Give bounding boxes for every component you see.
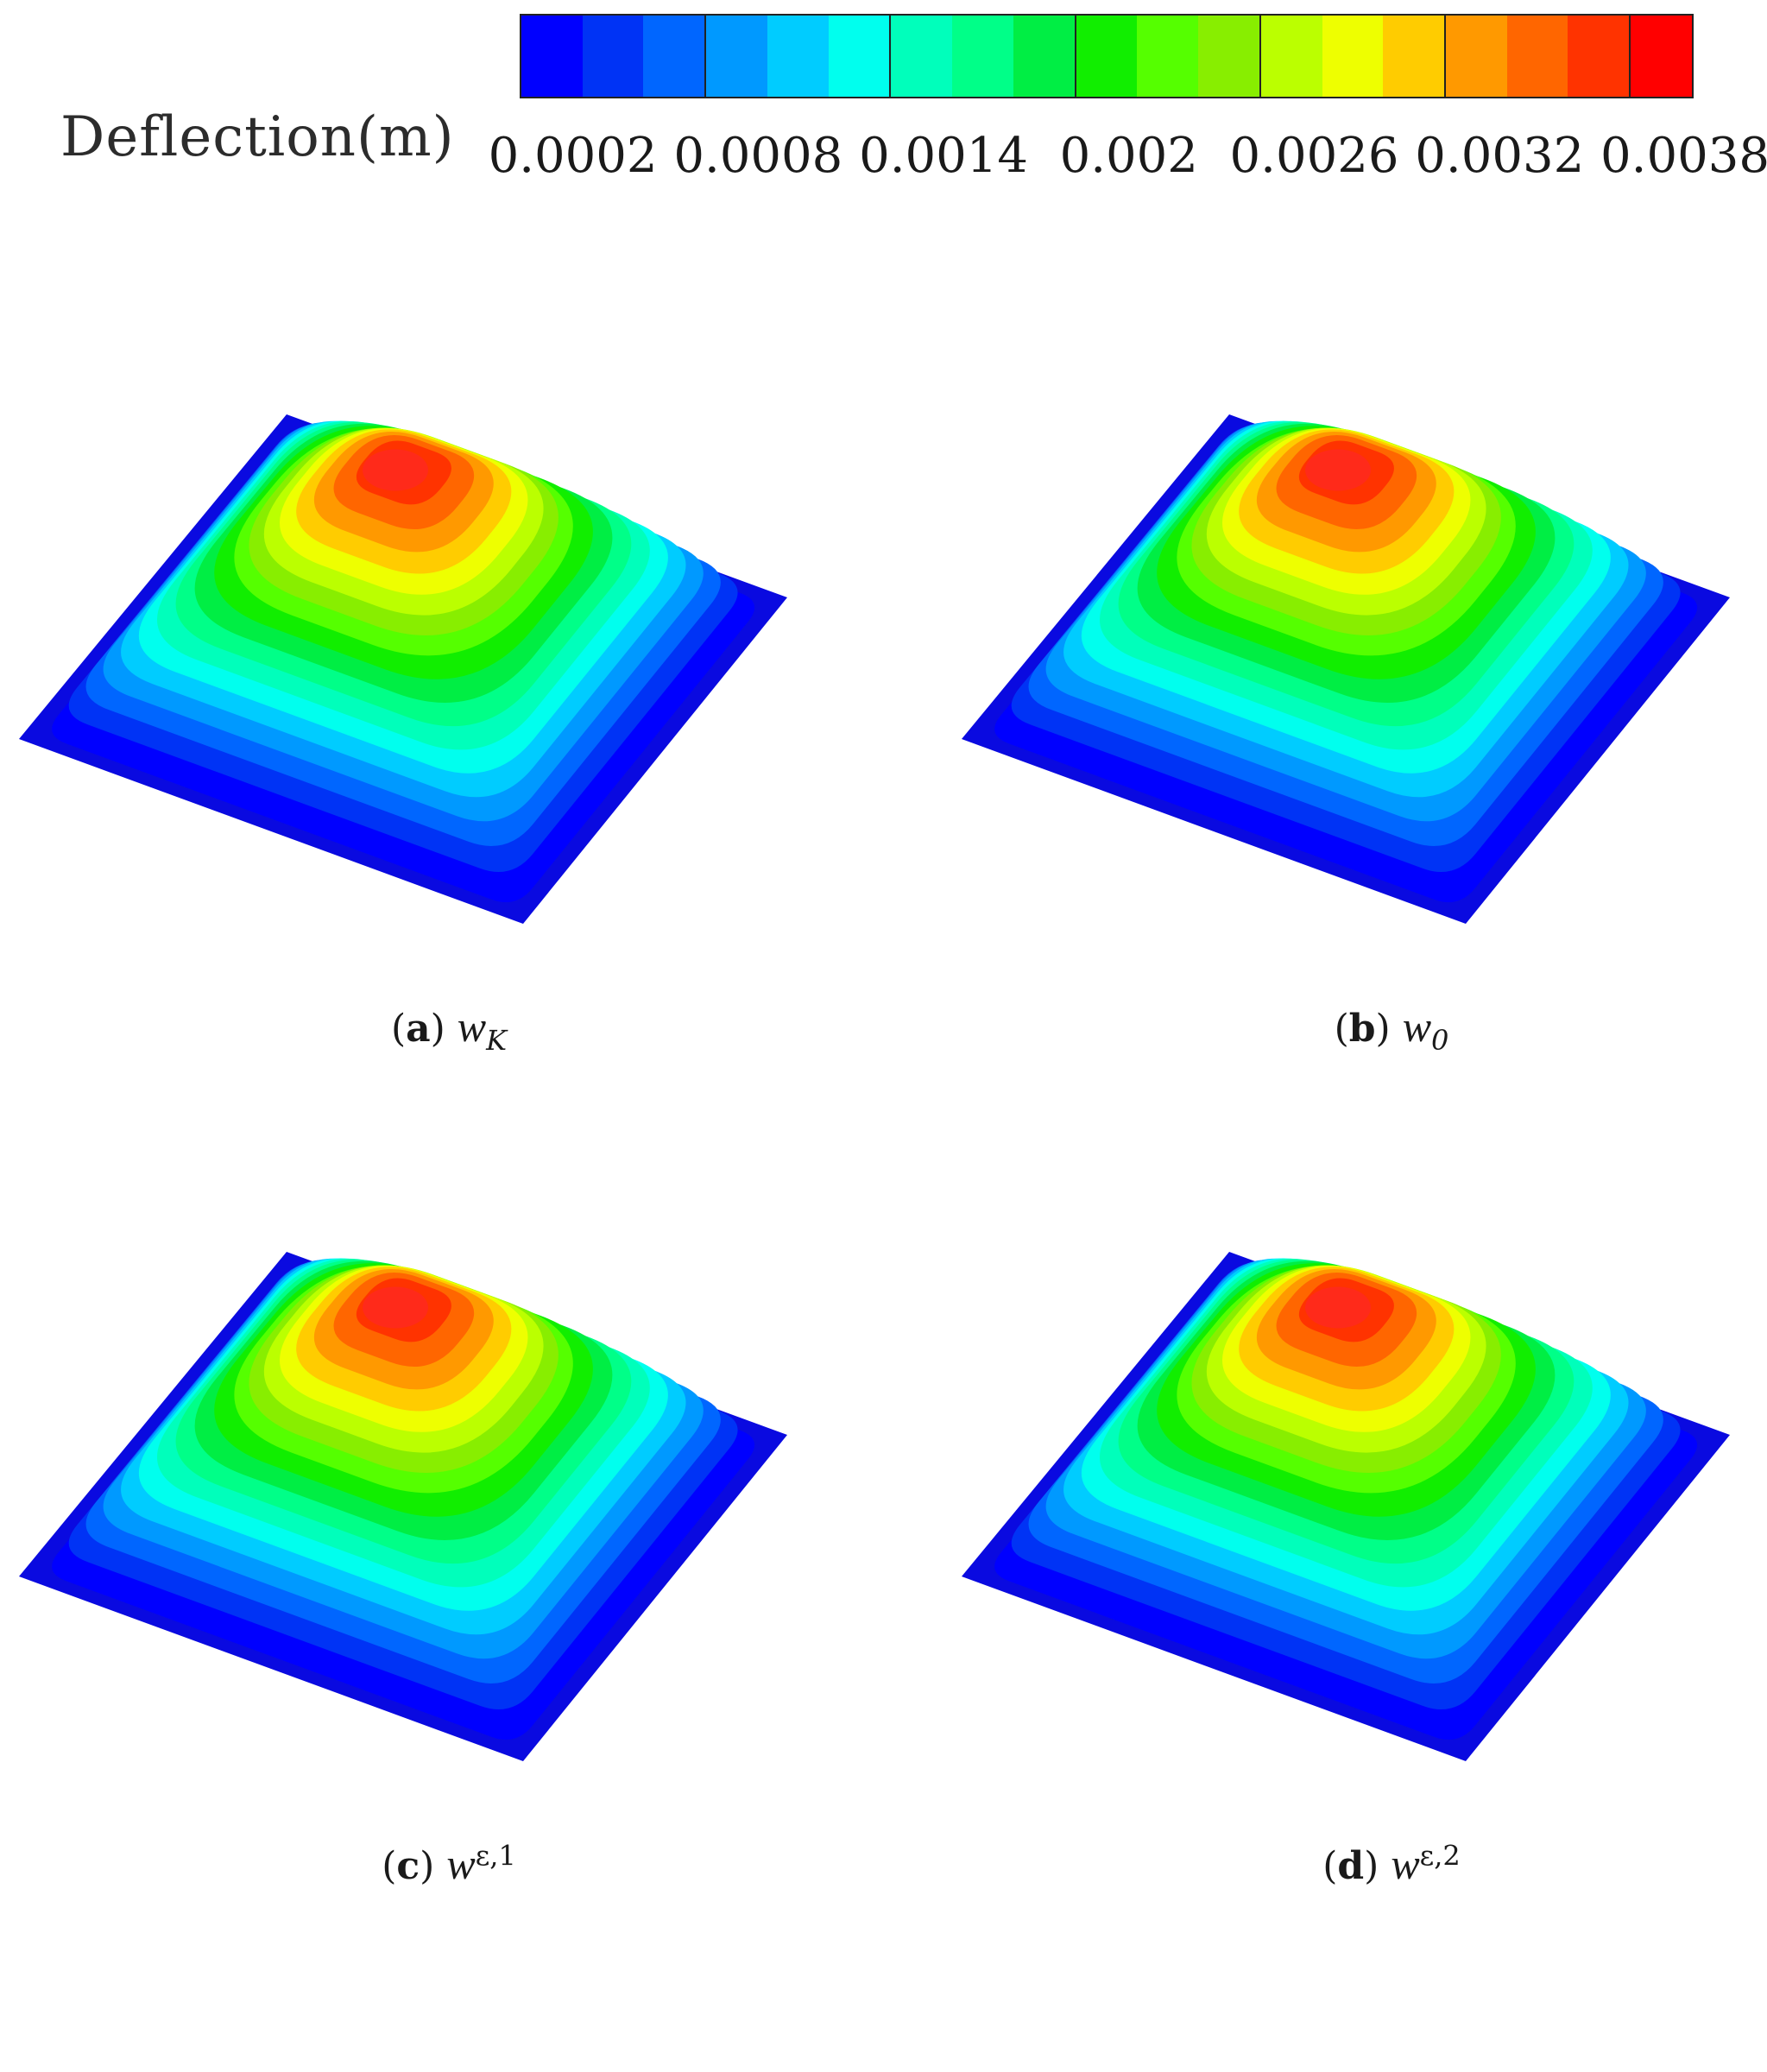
colorbar-segment (1013, 16, 1075, 97)
tick-label: 0.0014 (859, 128, 1029, 184)
deflection-surface-b (962, 414, 1730, 924)
peak-cap (363, 449, 428, 491)
caption-b: (b) w0 (1334, 1002, 1449, 1057)
tick-label: 0.0032 (1415, 128, 1585, 184)
colorbar-segment (889, 16, 953, 97)
panel-c: (c) wε,1 (17, 1243, 880, 2072)
panel-d: (d) wε,2 (960, 1243, 1767, 2072)
caption-letter: c (396, 1844, 420, 1888)
colorbar-segment (704, 16, 767, 97)
colorbar-segment (582, 16, 644, 97)
colorbar-segment (767, 16, 829, 97)
caption-letter: a (406, 1007, 431, 1051)
peak-cap (1305, 1286, 1371, 1329)
colorbar-segment (1074, 16, 1138, 97)
caption-superscript: ε,1 (475, 1839, 516, 1873)
colorbar-segment (1137, 16, 1199, 97)
tick-label: 0.0026 (1229, 128, 1399, 184)
legend-title: Deflection(m) (60, 105, 455, 169)
colorbar-segment (1629, 16, 1692, 97)
tick-label: 0.0008 (673, 128, 843, 184)
colorbar-segment (952, 16, 1013, 97)
caption-subscript: K (486, 1023, 508, 1057)
tick-label: 0.0038 (1600, 128, 1767, 184)
caption-d: (d) wε,2 (1322, 1839, 1461, 1888)
caption-subscript: 0 (1431, 1023, 1449, 1057)
colorbar-segment (1259, 16, 1322, 97)
colorbar (520, 14, 1694, 98)
caption-symbol: w (1391, 1840, 1420, 1888)
colorbar-segment (1568, 16, 1630, 97)
deflection-surface-d (962, 1252, 1730, 1761)
caption-superscript: ε,2 (1419, 1839, 1461, 1873)
peak-cap (1305, 449, 1371, 491)
panel-a: (a) wK (17, 406, 880, 1235)
deflection-surface-c (19, 1252, 787, 1761)
colorbar-segment (1322, 16, 1384, 97)
tick-label: 0.0002 (488, 128, 658, 184)
caption-symbol: w (446, 1840, 476, 1888)
colorbar-segment (521, 16, 583, 97)
panel-b: (b) w0 (960, 406, 1767, 1235)
colorbar-segment (1198, 16, 1259, 97)
colorbar-segment (1444, 16, 1507, 97)
caption-letter: d (1337, 1844, 1365, 1888)
colorbar-segment (828, 16, 890, 97)
tick-label: 0.002 (1059, 128, 1198, 184)
peak-cap (363, 1286, 428, 1329)
caption-a: (a) wK (390, 1002, 508, 1057)
caption-symbol: w (1402, 1002, 1432, 1051)
caption-symbol: w (457, 1002, 487, 1051)
colorbar-tick-labels: 0.0002 0.0008 0.0014 0.002 0.0026 0.0032… (0, 128, 1767, 197)
caption-letter: b (1348, 1007, 1376, 1051)
caption-c: (c) wε,1 (382, 1839, 516, 1888)
colorbar-segment (643, 16, 705, 97)
colorbar-segment (1506, 16, 1568, 97)
colorbar-segment (1383, 16, 1445, 97)
deflection-surface-a (19, 414, 787, 924)
